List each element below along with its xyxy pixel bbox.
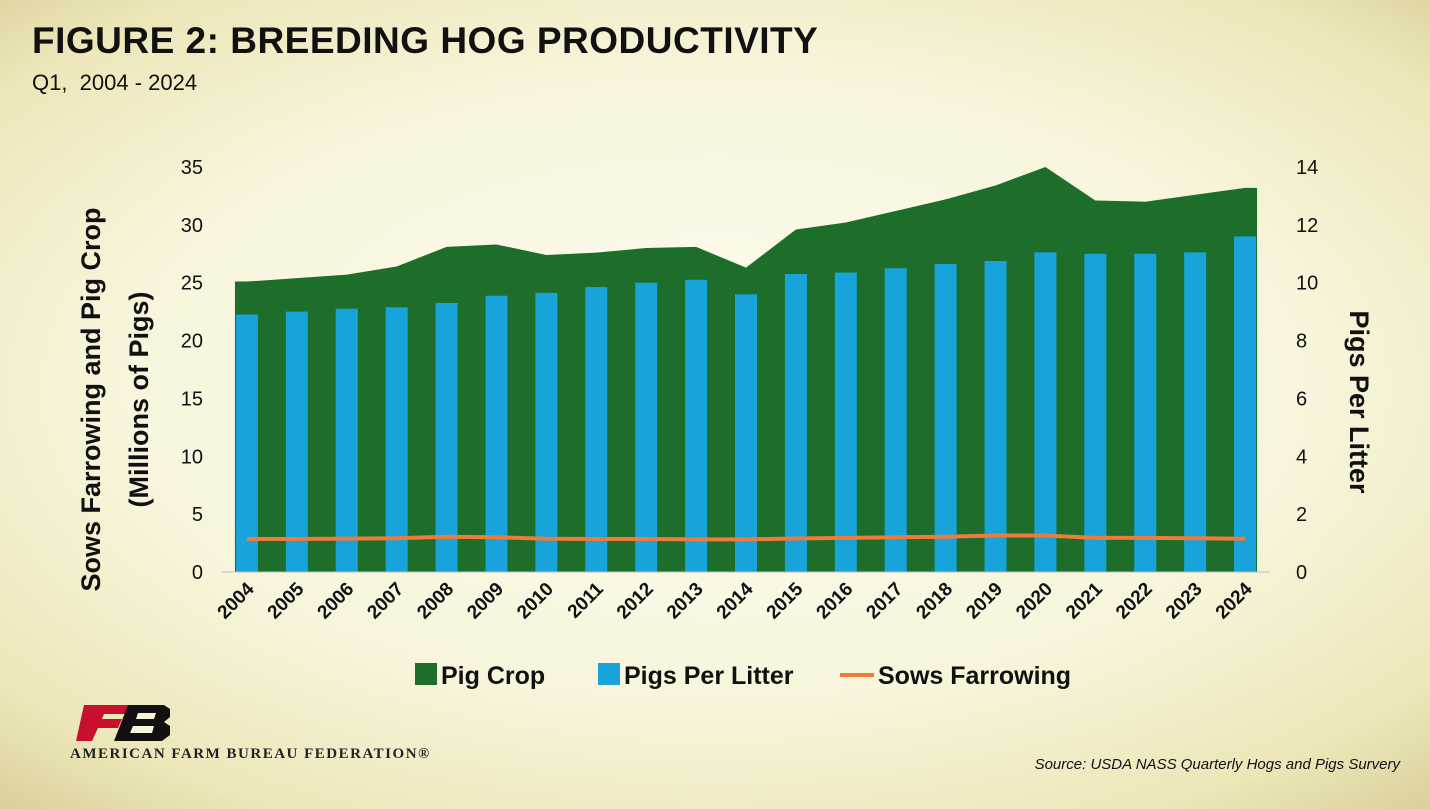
x-tick-label: 2017	[863, 579, 908, 624]
bar-pigs-per-litter	[685, 279, 708, 572]
series-line-sows-farrowing	[246, 533, 1246, 542]
legend-swatch	[415, 663, 437, 685]
bar-pigs-per-litter	[335, 308, 358, 572]
x-tick-label: 2023	[1162, 579, 1207, 624]
y-left-tick-label: 35	[181, 157, 203, 179]
x-tick-label: 2020	[1012, 579, 1057, 624]
legend-label: Sows Farrowing	[878, 662, 1071, 690]
y-right-tick-label: 0	[1296, 562, 1307, 584]
bar-pigs-per-litter	[735, 294, 757, 572]
logo-text: AMERICAN FARM BUREAU FEDERATION®	[70, 746, 431, 762]
chart-title: FIGURE 2: BREEDING HOG PRODUCTIVITY	[32, 20, 819, 61]
x-tick-label: 2019	[962, 579, 1007, 624]
bar-pigs-per-litter	[1084, 253, 1107, 573]
x-tick-label: 2005	[264, 578, 309, 623]
bar-pigs-per-litter	[385, 307, 408, 572]
y-left-tick-label: 25	[181, 273, 203, 295]
legend-sows-farrowing: Sows Farrowing	[840, 662, 1071, 690]
legend-pig-crop: Pig Crop	[415, 662, 545, 690]
x-tick-label: 2004	[214, 578, 259, 623]
legend-label: Pigs Per Litter	[624, 662, 794, 690]
bar-pigs-per-litter	[235, 314, 258, 572]
y-left-axis-title: (Millions of Pigs)	[124, 292, 154, 508]
bar-pigs-per-litter	[485, 295, 508, 572]
bar-pigs-per-litter	[1134, 253, 1157, 573]
x-tick-label: 2013	[663, 579, 708, 624]
bar-pigs-per-litter	[585, 287, 608, 572]
y-left-tick-label: 5	[192, 504, 203, 526]
x-tick-label: 2014	[713, 578, 758, 623]
y-right-tick-label: 8	[1296, 331, 1307, 353]
legend-swatch	[598, 663, 620, 685]
bar-pigs-per-litter	[1234, 236, 1257, 572]
bar-pigs-per-litter	[934, 263, 957, 572]
x-tick-label: 2009	[463, 579, 508, 624]
x-tick-label: 2015	[763, 578, 808, 623]
y-left-tick-label: 20	[181, 331, 203, 353]
y-right-tick-label: 14	[1296, 157, 1318, 179]
y-right-tick-label: 4	[1296, 446, 1307, 468]
bar-pigs-per-litter	[784, 274, 807, 572]
x-tick-label: 2008	[413, 579, 458, 624]
y-right-axis-title: Pigs Per Litter	[1344, 310, 1374, 494]
x-tick-label: 2024	[1212, 578, 1257, 623]
x-tick-label: 2011	[564, 578, 608, 622]
y-right-tick-label: 6	[1296, 388, 1307, 410]
legend-label: Pig Crop	[441, 662, 545, 690]
bar-pigs-per-litter	[535, 292, 558, 572]
chart-subtitle: Q1, 2004 - 2024	[32, 70, 198, 95]
bar-pigs-per-litter	[984, 261, 1007, 572]
bar-pigs-per-litter	[435, 302, 458, 572]
x-tick-label: 2010	[513, 579, 558, 624]
x-tick-label: 2016	[813, 579, 858, 624]
bar-pigs-per-litter	[884, 268, 907, 572]
y-right-tick-label: 12	[1296, 215, 1318, 237]
fb-logo-icon	[76, 705, 170, 741]
y-left-tick-label: 10	[181, 446, 203, 468]
y-right-tick-label: 10	[1296, 273, 1318, 295]
x-tick-label: 2006	[314, 579, 359, 624]
bar-pigs-per-litter	[1034, 252, 1057, 572]
y-left-tick-label: 30	[181, 215, 203, 237]
y-left-tick-label: 15	[181, 388, 203, 410]
x-tick-label: 2022	[1112, 579, 1157, 624]
x-tick-label: 2021	[1062, 578, 1107, 623]
bar-pigs-per-litter	[285, 311, 308, 572]
bar-pigs-per-litter	[834, 272, 857, 572]
legend-pigs-per-litter: Pigs Per Litter	[598, 662, 794, 690]
y-left-axis-title: Sows Farrowing and Pig Crop	[76, 207, 106, 591]
bar-pigs-per-litter	[1184, 252, 1207, 572]
x-tick-label: 2018	[912, 579, 957, 624]
y-right-tick-label: 2	[1296, 504, 1307, 526]
farm-bureau-logo	[70, 703, 180, 748]
y-left-tick-label: 0	[192, 562, 203, 584]
x-tick-label: 2012	[613, 579, 658, 624]
source-note: Source: USDA NASS Quarterly Hogs and Pig…	[1034, 756, 1400, 773]
x-tick-label: 2007	[363, 579, 408, 624]
bar-pigs-per-litter	[635, 282, 658, 572]
